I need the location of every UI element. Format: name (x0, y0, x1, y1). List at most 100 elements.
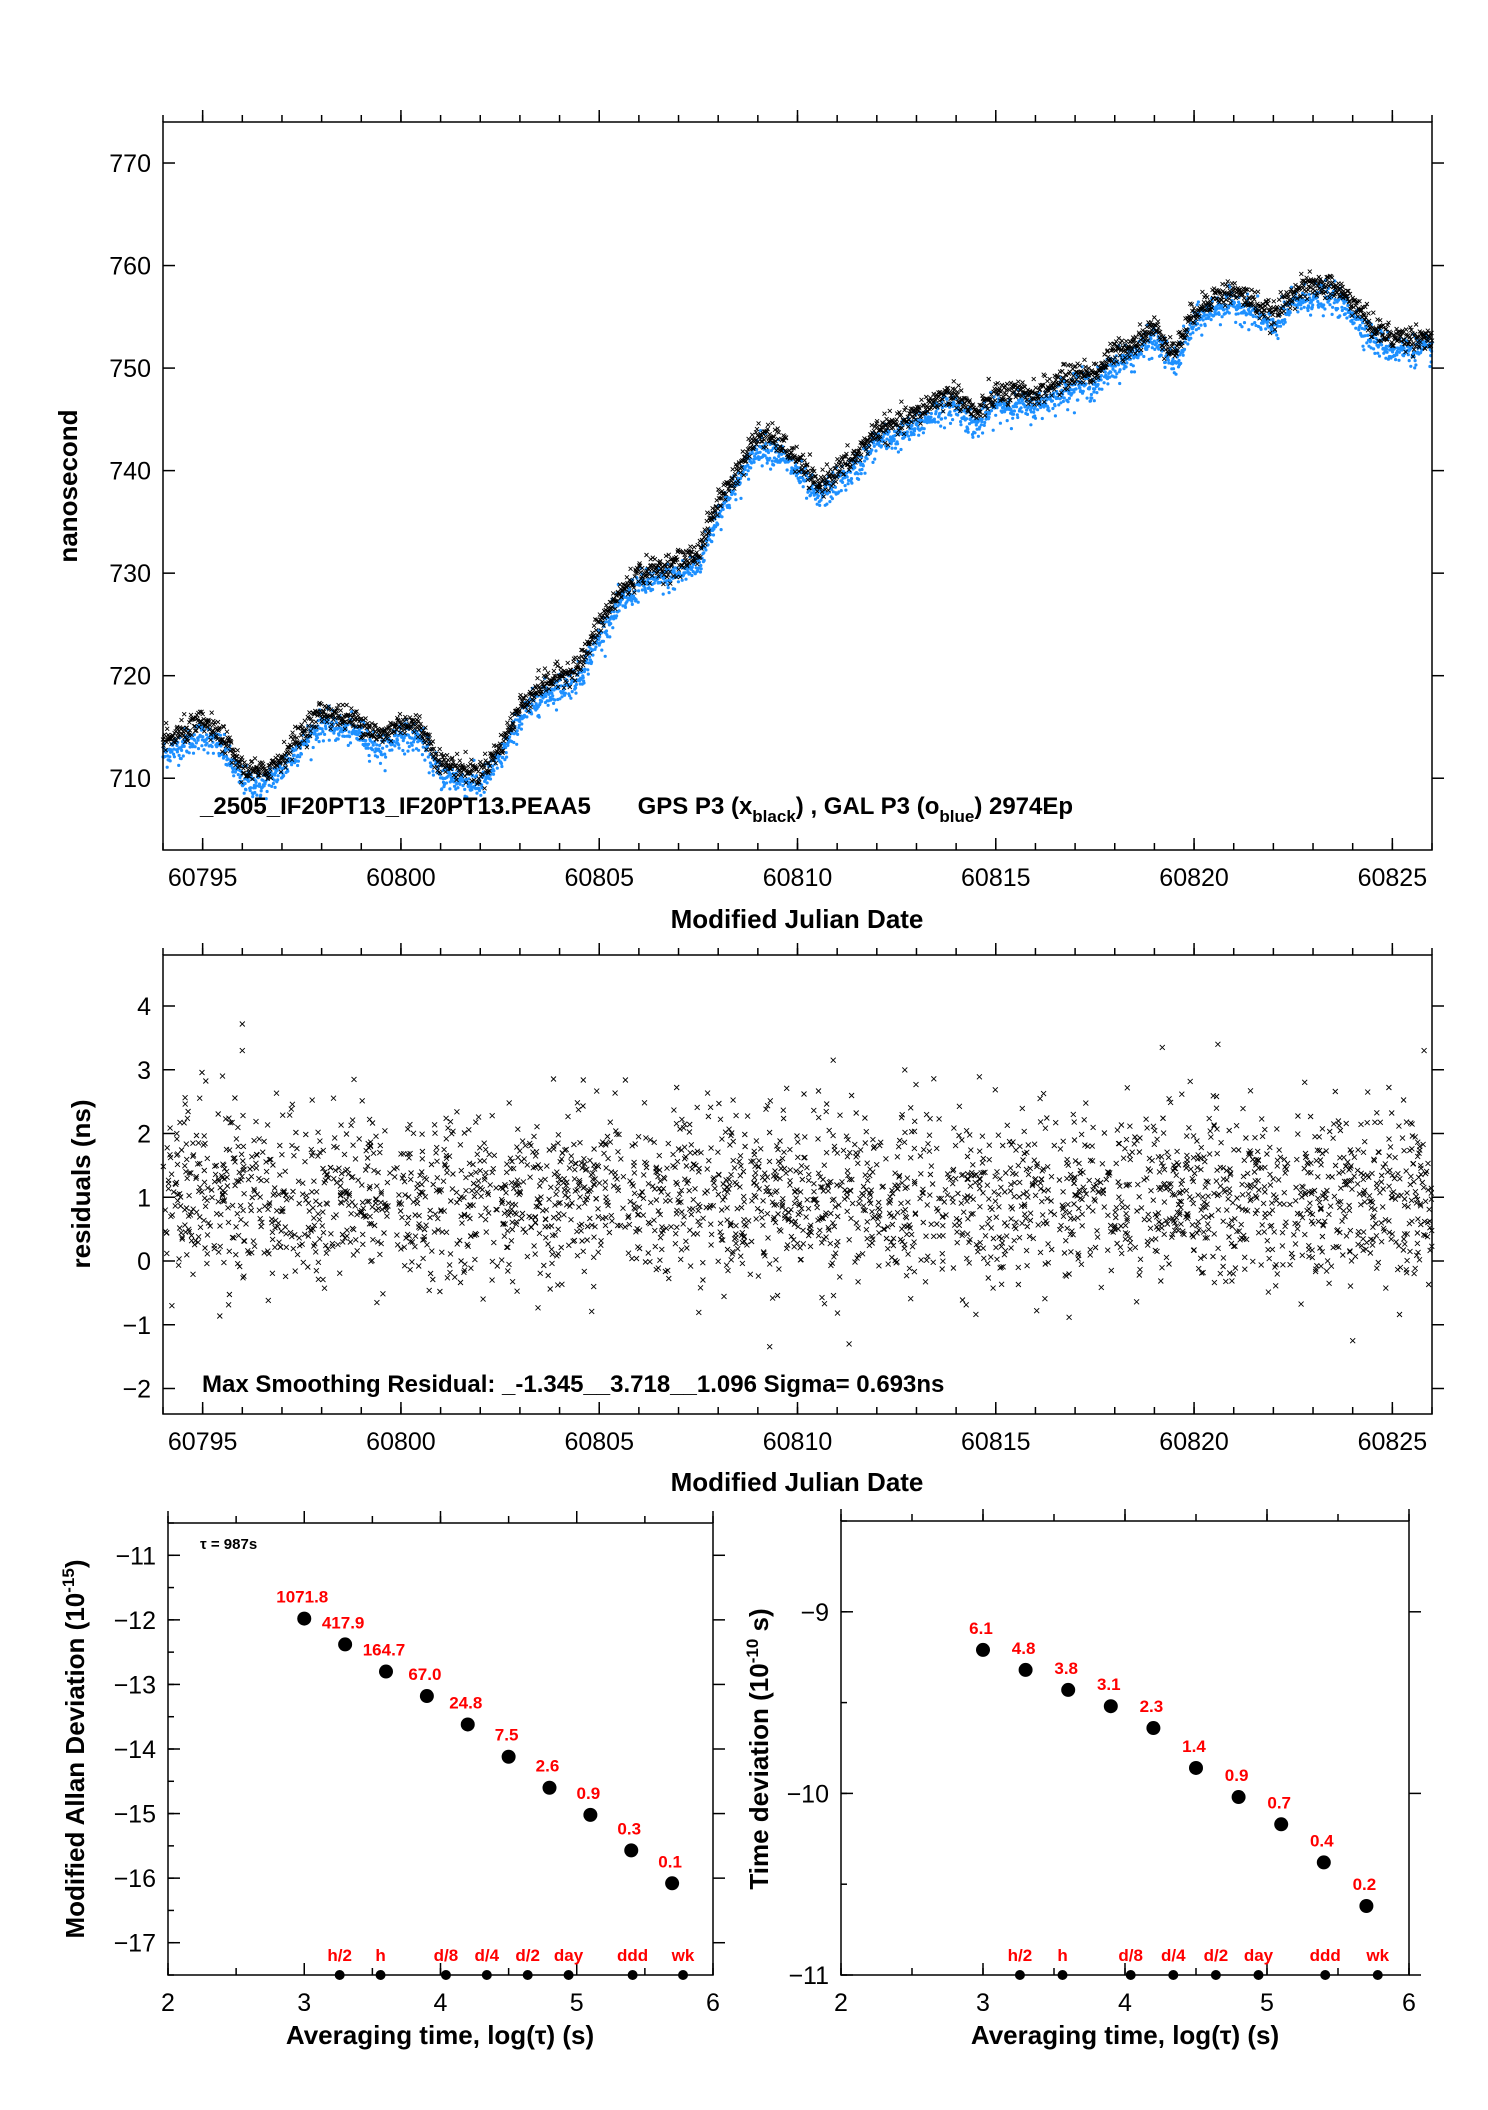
gal-point (765, 461, 769, 465)
gal-point (574, 691, 578, 695)
gal-point (508, 735, 512, 739)
gal-point (587, 655, 592, 659)
gal-point (196, 747, 201, 751)
gal-point (249, 786, 253, 790)
gal-point (272, 778, 276, 782)
gal-point (1236, 312, 1240, 316)
gal-point (276, 778, 280, 782)
gps-point (1204, 294, 1210, 300)
gal-point (570, 690, 574, 694)
gps-point (340, 702, 346, 708)
gal-point (1154, 341, 1159, 345)
gal-point (574, 686, 578, 690)
gal-point (410, 743, 414, 747)
gps-point (363, 716, 368, 721)
gal-point (959, 423, 963, 427)
gal-point (968, 417, 973, 422)
gal-point (273, 773, 277, 777)
gal-point (1345, 316, 1349, 320)
gps-point (1137, 322, 1143, 327)
gal-point (1166, 358, 1170, 362)
gal-point (636, 600, 640, 604)
gal-point (1053, 404, 1057, 408)
gal-point (296, 759, 300, 763)
gal-point (1275, 333, 1279, 337)
gal-point (1092, 390, 1096, 394)
gal-point (501, 755, 505, 759)
gps-point (1151, 315, 1157, 320)
gal-point (933, 420, 937, 424)
gal-point (910, 423, 914, 428)
gal-point (1414, 363, 1418, 367)
gal-point (623, 605, 628, 610)
gal-point (515, 729, 519, 733)
gal-point (1322, 303, 1326, 307)
gal-point (170, 750, 174, 754)
gal-point (772, 463, 776, 467)
gal-point (734, 498, 738, 502)
gal-point (397, 746, 401, 750)
gal-point (1016, 415, 1020, 420)
gal-point (406, 741, 410, 745)
gal-point (1011, 412, 1016, 416)
gal-point (683, 571, 687, 575)
gal-point (550, 691, 554, 695)
gal-point (989, 409, 994, 413)
gal-point (242, 791, 246, 795)
gps-point (923, 394, 929, 400)
gal-point (1132, 370, 1137, 374)
gal-point (470, 788, 474, 792)
gal-point (1331, 305, 1335, 309)
gal-point (175, 750, 179, 754)
gal-point (702, 558, 706, 563)
gal-point (690, 573, 694, 578)
gal-point (764, 441, 768, 446)
gal-point (273, 785, 277, 790)
gal-point (401, 748, 405, 753)
gal-point (966, 427, 970, 431)
gal-point (1361, 344, 1365, 348)
gal-point (971, 435, 975, 439)
gal-point (892, 437, 896, 441)
gal-point (978, 425, 982, 429)
gal-point (1321, 314, 1325, 318)
gal-point (467, 777, 471, 781)
gal-point (403, 752, 407, 756)
gal-point (913, 427, 917, 431)
gal-point (378, 743, 382, 748)
gps-point (430, 739, 436, 744)
gal-point (1428, 364, 1432, 369)
gps-point (179, 717, 184, 723)
gal-point (1306, 308, 1310, 313)
gal-point (255, 793, 259, 797)
gal-point (739, 496, 743, 500)
gps-point (887, 408, 893, 414)
gal-point (910, 427, 915, 431)
gal-point (601, 639, 606, 643)
gal-point (849, 470, 853, 474)
gps-point (281, 739, 287, 745)
gal-point (604, 629, 609, 633)
gal-point (846, 478, 851, 482)
gal-point (853, 466, 857, 470)
gal-point (384, 755, 388, 759)
gal-point (1089, 392, 1093, 397)
gal-point (948, 410, 952, 414)
gal-point (661, 592, 665, 596)
gps-point (644, 552, 649, 558)
gal-point (530, 702, 534, 706)
gal-point (1047, 409, 1051, 413)
gps-point (756, 421, 761, 426)
gal-point (1130, 370, 1134, 374)
gal-point (441, 780, 446, 784)
gal-point (540, 699, 544, 704)
gps-point (290, 730, 295, 736)
gps-point (919, 397, 924, 403)
gal-point (1051, 406, 1055, 411)
gal-point (1019, 406, 1023, 410)
gal-point (998, 421, 1003, 425)
gal-point (1240, 325, 1244, 329)
gal-point (411, 740, 416, 744)
gal-point (1012, 409, 1017, 413)
gal-point (949, 413, 953, 417)
